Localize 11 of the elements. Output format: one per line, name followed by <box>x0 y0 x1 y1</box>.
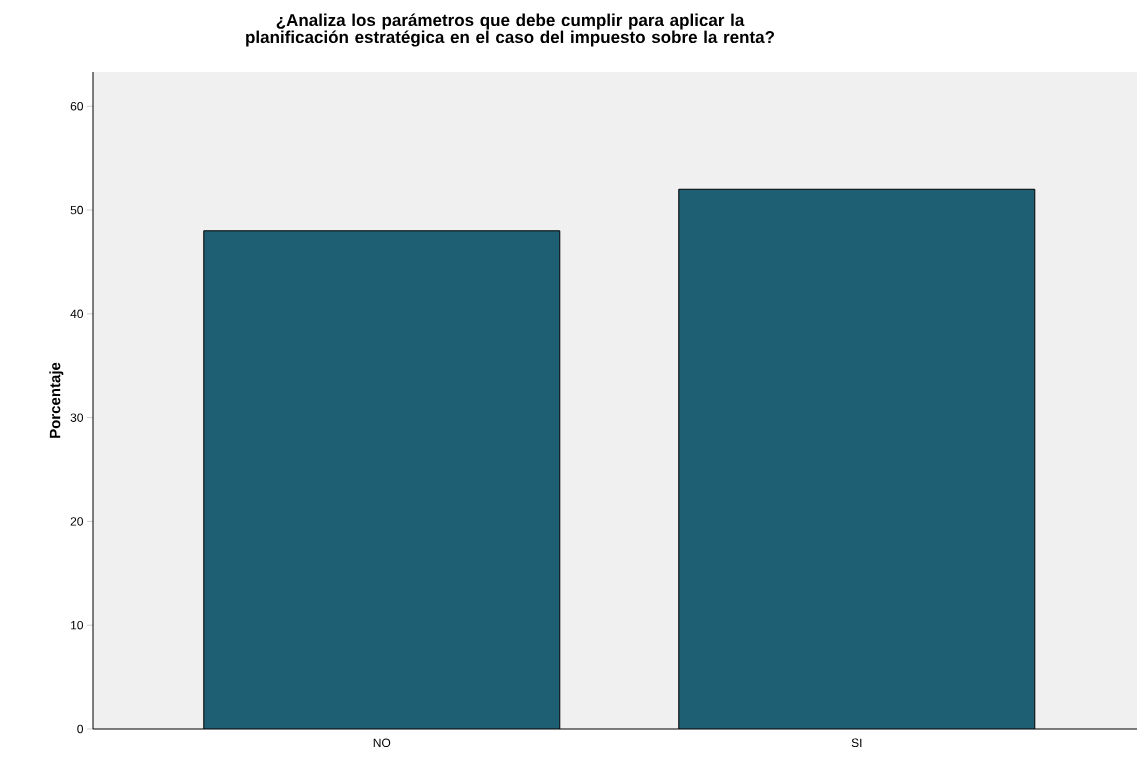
x-tick-label: SI <box>851 738 862 748</box>
y-tick-label: 20 <box>70 517 84 526</box>
y-tick-label: 0 <box>77 724 84 734</box>
y-tick-label: 40 <box>70 309 84 319</box>
y-tick-label: 60 <box>70 102 84 111</box>
y-tick-label: 50 <box>70 205 84 215</box>
x-tick-label: NO <box>373 738 391 748</box>
y-tick-label: 10 <box>71 620 84 630</box>
y-axis-title: Porcentaje <box>49 362 64 438</box>
y-tick-label: 30 <box>70 413 84 422</box>
chart-title: ¿Analiza los parámetros que debe cumplir para aplicar la planificación estratégica en el caso del impuesto sobre la renta? <box>246 13 774 47</box>
